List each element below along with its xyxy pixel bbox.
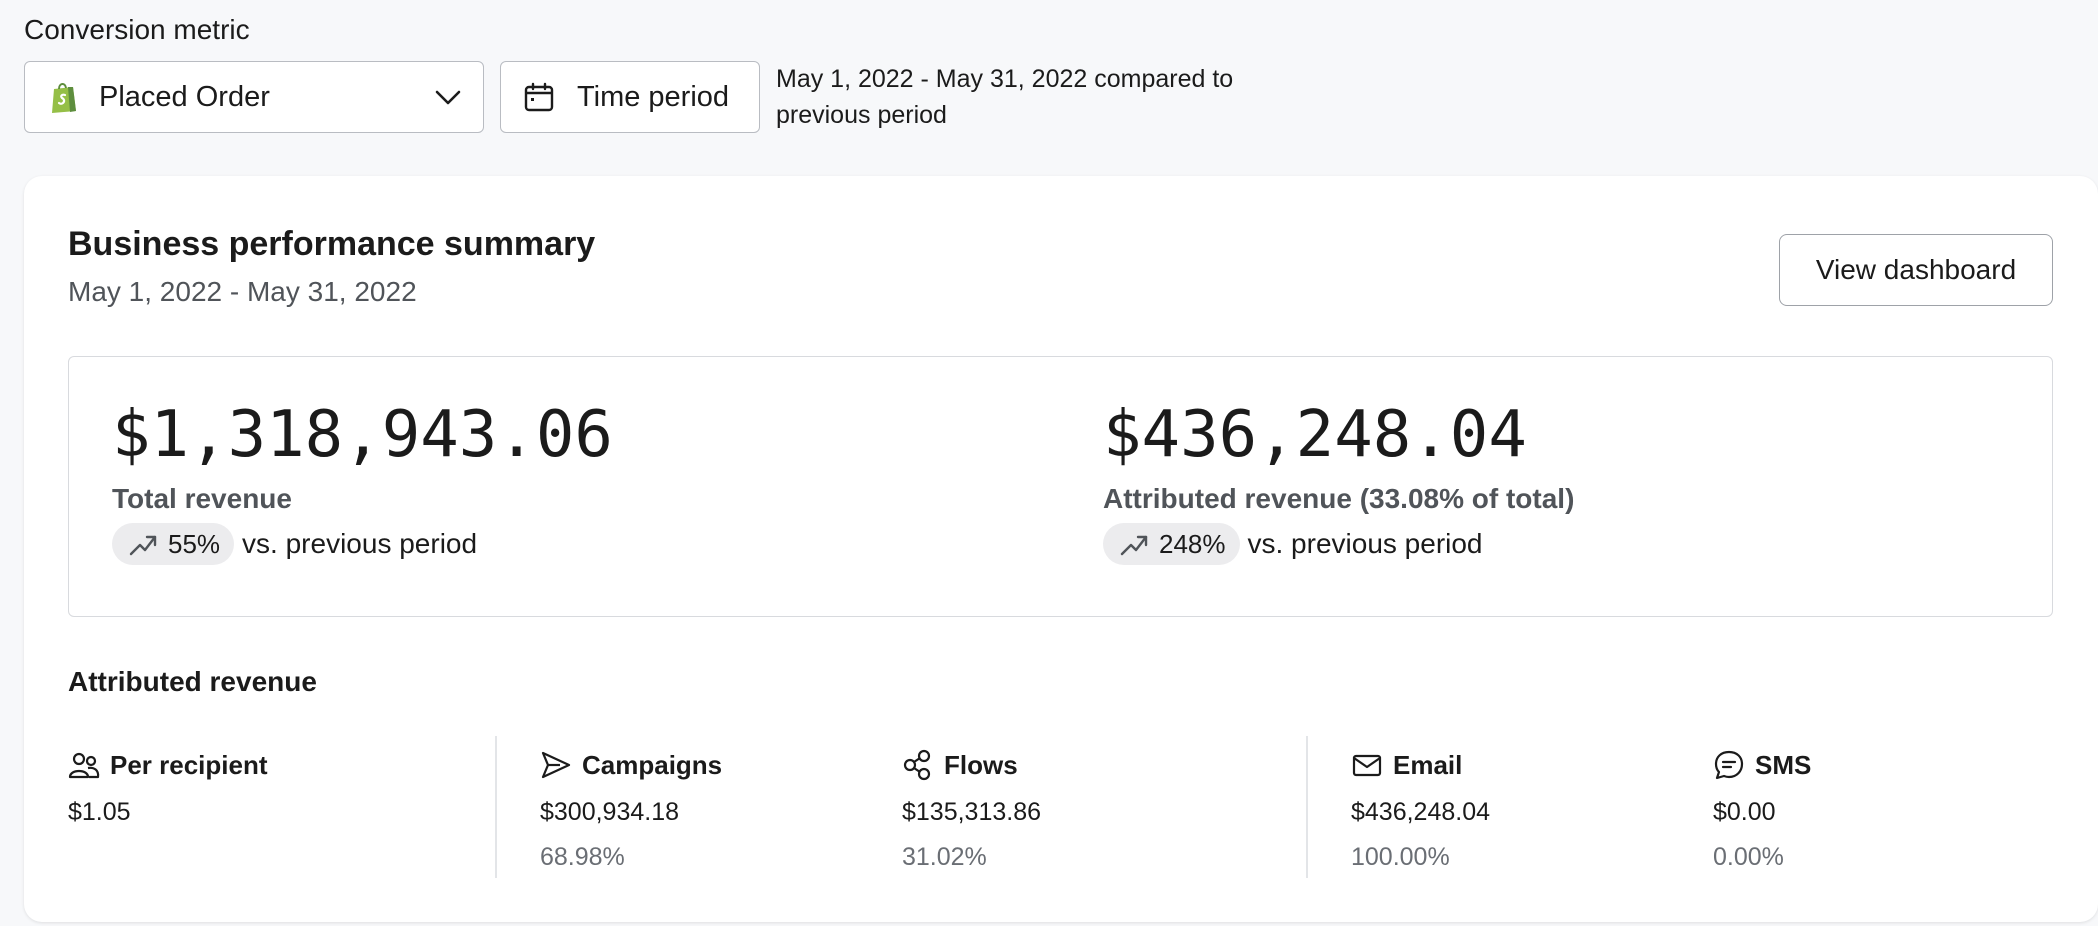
- conversion-metric-label: Conversion metric: [24, 14, 250, 45]
- metric-sms: SMS $0.00 0.00%: [1713, 748, 1811, 872]
- metric-percent: 31.02%: [902, 843, 987, 871]
- trend-percent: 248%: [1159, 528, 1226, 559]
- attributed-revenue-section-title: Attributed revenue: [68, 666, 317, 697]
- view-dashboard-button[interactable]: View dashboard: [1779, 234, 2053, 306]
- trend-badge: 248%: [1103, 523, 1240, 565]
- metric-value: $1.05: [68, 798, 131, 826]
- attributed-metrics-row: Per recipient $1.05 Campaigns $300,934.1…: [68, 736, 2053, 886]
- metric-divider: [495, 736, 497, 878]
- total-revenue-trend: 55% vs. previous period: [112, 523, 613, 565]
- total-revenue-stat: $1,318,943.06 Total revenue 55% vs. prev…: [112, 397, 613, 565]
- send-icon: [541, 751, 571, 779]
- metric-label: Email: [1393, 749, 1463, 780]
- mail-icon: [1352, 754, 1382, 777]
- trend-percent: 55%: [168, 528, 221, 559]
- metric-label: SMS: [1755, 749, 1812, 780]
- calendar-icon: [524, 82, 554, 112]
- conversion-metric-header: Conversion metric: [24, 14, 250, 46]
- metric-percent: 100.00%: [1351, 843, 1450, 871]
- time-period-label: Time period: [577, 80, 730, 113]
- business-performance-card: Business performance summary May 1, 2022…: [24, 176, 2098, 922]
- trend-up-icon: [1120, 535, 1148, 556]
- metric-divider: [1306, 736, 1308, 878]
- comparison-range-text: May 1, 2022 - May 31, 2022 compared to p…: [776, 65, 1234, 129]
- metric-per-recipient: Per recipient $1.05: [68, 748, 268, 827]
- metric-label: Campaigns: [582, 749, 723, 780]
- metric-percent: 0.00%: [1713, 843, 1784, 871]
- chevron-down-icon: [435, 90, 461, 105]
- metric-value: $300,934.18: [540, 798, 680, 826]
- metric-label: Flows: [944, 749, 1018, 780]
- revenue-stats-box: $1,318,943.06 Total revenue 55% vs. prev…: [68, 356, 2053, 617]
- total-revenue-value: $1,318,943.06: [112, 398, 613, 472]
- trend-suffix: vs. previous period: [1247, 528, 1483, 559]
- people-icon: [68, 752, 100, 779]
- metric-label: Per recipient: [110, 749, 268, 780]
- metric-flows: Flows $135,313.86 31.02%: [902, 748, 1041, 872]
- total-revenue-label: Total revenue: [112, 483, 292, 514]
- flow-icon: [903, 749, 931, 781]
- attributed-revenue-label: Attributed revenue (33.08% of total): [1103, 483, 1575, 514]
- metric-percent: 68.98%: [540, 843, 625, 871]
- attributed-revenue-value: $436,248.04: [1103, 398, 1527, 472]
- filter-controls: Placed Order Time period May 1, 2022 - M…: [24, 61, 1276, 133]
- card-title: Business performance summary: [68, 225, 596, 263]
- metric-value: $436,248.04: [1351, 798, 1491, 826]
- metric-email: Email $436,248.04 100.00%: [1351, 748, 1490, 872]
- chat-icon: [1714, 750, 1744, 780]
- conversion-metric-value: Placed Order: [99, 80, 270, 113]
- attributed-revenue-trend: 248% vs. previous period: [1103, 523, 1574, 565]
- time-period-button[interactable]: Time period: [500, 61, 760, 133]
- metric-value: $135,313.86: [902, 798, 1042, 826]
- attributed-revenue-stat: $436,248.04 Attributed revenue (33.08% o…: [1103, 397, 1574, 565]
- trend-suffix: vs. previous period: [242, 528, 478, 559]
- shopify-bag-icon: [52, 83, 76, 113]
- card-date-range: May 1, 2022 - May 31, 2022: [68, 276, 417, 307]
- metric-campaigns: Campaigns $300,934.18 68.98%: [540, 748, 722, 872]
- conversion-metric-select[interactable]: Placed Order: [24, 61, 484, 133]
- trend-badge: 55%: [112, 523, 235, 565]
- trend-up-icon: [129, 535, 157, 556]
- metric-value: $0.00: [1713, 798, 1776, 826]
